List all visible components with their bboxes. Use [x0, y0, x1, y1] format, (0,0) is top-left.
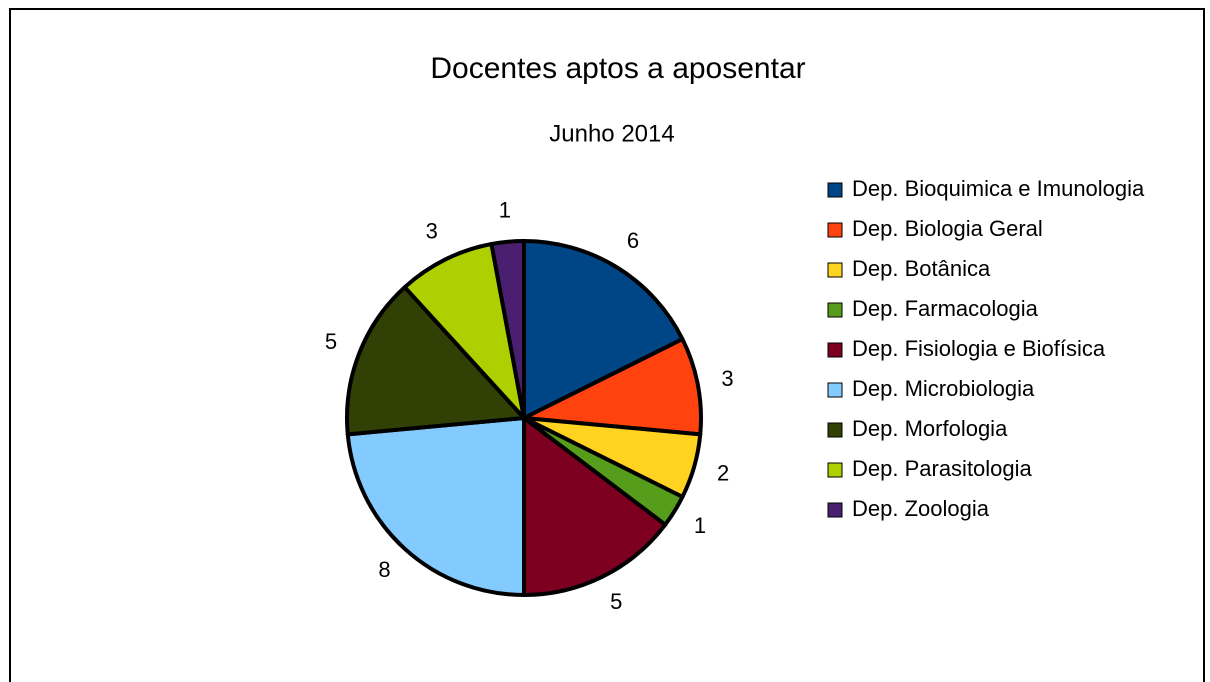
legend-label: Dep. Biologia Geral: [852, 216, 1043, 241]
legend-swatch: [827, 382, 843, 398]
legend-label: Dep. Bioquimica e Imunologia: [852, 176, 1145, 201]
data-label: 1: [694, 513, 706, 538]
data-label: 1: [499, 198, 511, 223]
pie-slice: [345, 416, 526, 597]
legend-label: Dep. Parasitologia: [852, 456, 1033, 481]
legend-swatch: [827, 182, 843, 198]
legend-label: Dep. Farmacologia: [852, 296, 1039, 321]
data-label: 5: [610, 589, 622, 614]
pie-slice: [522, 416, 668, 597]
legend-swatch: [827, 222, 843, 238]
legend-label: Dep. Zoologia: [852, 496, 990, 521]
data-label: 6: [627, 228, 639, 253]
legend-label: Dep. Microbiologia: [852, 376, 1035, 401]
legend-label: Dep. Morfologia: [852, 416, 1008, 441]
pie-slice: [345, 285, 526, 437]
data-label: 5: [325, 329, 337, 354]
legend-label: Dep. Fisiologia e Biofísica: [852, 336, 1106, 361]
legend-swatch: [827, 262, 843, 278]
legend-swatch: [827, 462, 843, 478]
data-label: 2: [717, 460, 729, 485]
legend-label: Dep. Botânica: [852, 256, 991, 281]
data-label: 3: [426, 219, 438, 244]
legend-swatch: [827, 342, 843, 358]
data-label: 8: [378, 557, 390, 582]
legend-swatch: [827, 302, 843, 318]
legend-swatch: [827, 502, 843, 518]
legend-swatch: [827, 422, 843, 438]
pie-slice: [489, 239, 526, 420]
chart-subtitle: Junho 2014: [549, 120, 674, 147]
data-label: 3: [721, 366, 733, 391]
chart-title: Docentes aptos a aposentar: [430, 52, 805, 85]
pie-slice: [522, 239, 685, 420]
